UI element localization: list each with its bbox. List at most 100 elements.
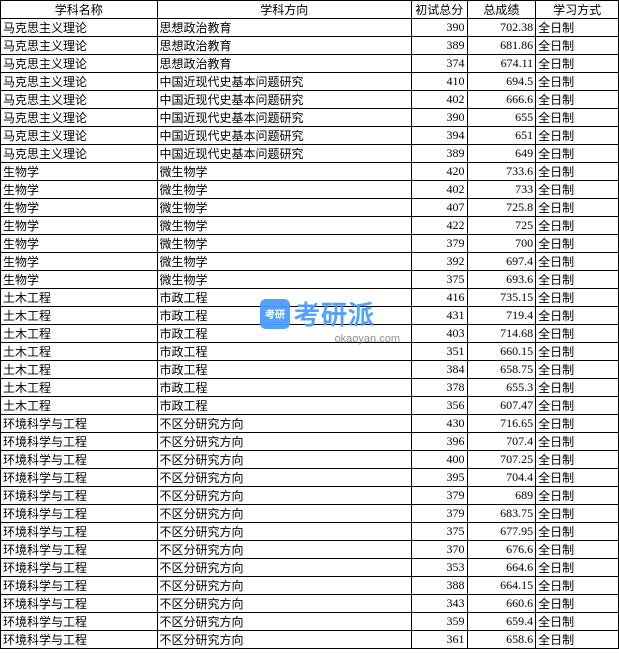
table-row: 环境科学与工程不区分研究方向359659.4全日制: [1, 613, 619, 631]
cell-study-mode: 全日制: [536, 433, 619, 451]
cell-study-mode: 全日制: [536, 469, 619, 487]
cell-initial-score: 392: [411, 253, 467, 271]
cell-initial-score: 410: [411, 73, 467, 91]
table-row: 土木工程市政工程431719.4全日制: [1, 307, 619, 325]
cell-study-mode: 全日制: [536, 217, 619, 235]
cell-direction: 不区分研究方向: [157, 469, 411, 487]
cell-direction: 微生物学: [157, 253, 411, 271]
cell-study-mode: 全日制: [536, 325, 619, 343]
cell-subject: 环境科学与工程: [1, 523, 158, 541]
cell-total-score: 651: [467, 127, 536, 145]
cell-study-mode: 全日制: [536, 451, 619, 469]
cell-total-score: 689: [467, 487, 536, 505]
cell-total-score: 677.95: [467, 523, 536, 541]
admissions-table: 学科名称 学科方向 初试总分 总成绩 学习方式 马克思主义理论思想政治教育390…: [0, 0, 619, 649]
cell-initial-score: 374: [411, 55, 467, 73]
table-row: 马克思主义理论中国近现代史基本问题研究394651全日制: [1, 127, 619, 145]
cell-total-score: 707.25: [467, 451, 536, 469]
cell-total-score: 659.4: [467, 613, 536, 631]
cell-study-mode: 全日制: [536, 505, 619, 523]
cell-study-mode: 全日制: [536, 235, 619, 253]
cell-study-mode: 全日制: [536, 541, 619, 559]
cell-study-mode: 全日制: [536, 577, 619, 595]
cell-direction: 不区分研究方向: [157, 415, 411, 433]
cell-direction: 不区分研究方向: [157, 631, 411, 649]
cell-direction: 中国近现代史基本问题研究: [157, 73, 411, 91]
cell-total-score: 707.4: [467, 433, 536, 451]
cell-study-mode: 全日制: [536, 19, 619, 37]
cell-subject: 环境科学与工程: [1, 559, 158, 577]
cell-total-score: 683.75: [467, 505, 536, 523]
table-row: 土木工程市政工程351660.15全日制: [1, 343, 619, 361]
header-total-score: 总成绩: [467, 1, 536, 19]
cell-total-score: 655.3: [467, 379, 536, 397]
header-initial-score: 初试总分: [411, 1, 467, 19]
cell-direction: 不区分研究方向: [157, 559, 411, 577]
cell-total-score: 607.47: [467, 397, 536, 415]
header-subject: 学科名称: [1, 1, 158, 19]
cell-subject: 环境科学与工程: [1, 415, 158, 433]
cell-initial-score: 390: [411, 19, 467, 37]
cell-study-mode: 全日制: [536, 289, 619, 307]
cell-direction: 微生物学: [157, 181, 411, 199]
table-row: 环境科学与工程不区分研究方向430716.65全日制: [1, 415, 619, 433]
cell-initial-score: 402: [411, 91, 467, 109]
cell-subject: 土木工程: [1, 289, 158, 307]
cell-study-mode: 全日制: [536, 613, 619, 631]
cell-initial-score: 361: [411, 631, 467, 649]
cell-direction: 不区分研究方向: [157, 541, 411, 559]
cell-direction: 不区分研究方向: [157, 577, 411, 595]
table-row: 土木工程市政工程384658.75全日制: [1, 361, 619, 379]
cell-study-mode: 全日制: [536, 199, 619, 217]
cell-total-score: 660.6: [467, 595, 536, 613]
cell-direction: 微生物学: [157, 271, 411, 289]
cell-initial-score: 396: [411, 433, 467, 451]
cell-direction: 市政工程: [157, 289, 411, 307]
cell-direction: 思想政治教育: [157, 37, 411, 55]
cell-direction: 微生物学: [157, 199, 411, 217]
cell-study-mode: 全日制: [536, 397, 619, 415]
cell-initial-score: 420: [411, 163, 467, 181]
cell-initial-score: 400: [411, 451, 467, 469]
cell-study-mode: 全日制: [536, 361, 619, 379]
cell-direction: 不区分研究方向: [157, 505, 411, 523]
cell-total-score: 725.8: [467, 199, 536, 217]
cell-initial-score: 353: [411, 559, 467, 577]
cell-study-mode: 全日制: [536, 163, 619, 181]
cell-direction: 不区分研究方向: [157, 523, 411, 541]
cell-initial-score: 431: [411, 307, 467, 325]
cell-subject: 马克思主义理论: [1, 55, 158, 73]
table-row: 环境科学与工程不区分研究方向379683.75全日制: [1, 505, 619, 523]
cell-direction: 市政工程: [157, 325, 411, 343]
table-row: 土木工程市政工程356607.47全日制: [1, 397, 619, 415]
cell-subject: 生物学: [1, 163, 158, 181]
table-row: 生物学微生物学402733全日制: [1, 181, 619, 199]
cell-total-score: 660.15: [467, 343, 536, 361]
table-row: 生物学微生物学407725.8全日制: [1, 199, 619, 217]
cell-total-score: 649: [467, 145, 536, 163]
cell-total-score: 735.15: [467, 289, 536, 307]
cell-total-score: 664.6: [467, 559, 536, 577]
table-row: 土木工程市政工程378655.3全日制: [1, 379, 619, 397]
cell-initial-score: 379: [411, 235, 467, 253]
cell-initial-score: 389: [411, 145, 467, 163]
cell-subject: 环境科学与工程: [1, 595, 158, 613]
cell-initial-score: 407: [411, 199, 467, 217]
cell-initial-score: 359: [411, 613, 467, 631]
cell-total-score: 674.11: [467, 55, 536, 73]
cell-direction: 中国近现代史基本问题研究: [157, 145, 411, 163]
cell-study-mode: 全日制: [536, 415, 619, 433]
cell-direction: 市政工程: [157, 361, 411, 379]
cell-subject: 生物学: [1, 199, 158, 217]
cell-total-score: 725: [467, 217, 536, 235]
cell-total-score: 714.68: [467, 325, 536, 343]
cell-total-score: 681.86: [467, 37, 536, 55]
cell-subject: 环境科学与工程: [1, 577, 158, 595]
cell-total-score: 666.6: [467, 91, 536, 109]
cell-direction: 不区分研究方向: [157, 613, 411, 631]
table-row: 环境科学与工程不区分研究方向388664.15全日制: [1, 577, 619, 595]
cell-initial-score: 402: [411, 181, 467, 199]
table-row: 环境科学与工程不区分研究方向370676.6全日制: [1, 541, 619, 559]
cell-study-mode: 全日制: [536, 127, 619, 145]
cell-subject: 环境科学与工程: [1, 433, 158, 451]
